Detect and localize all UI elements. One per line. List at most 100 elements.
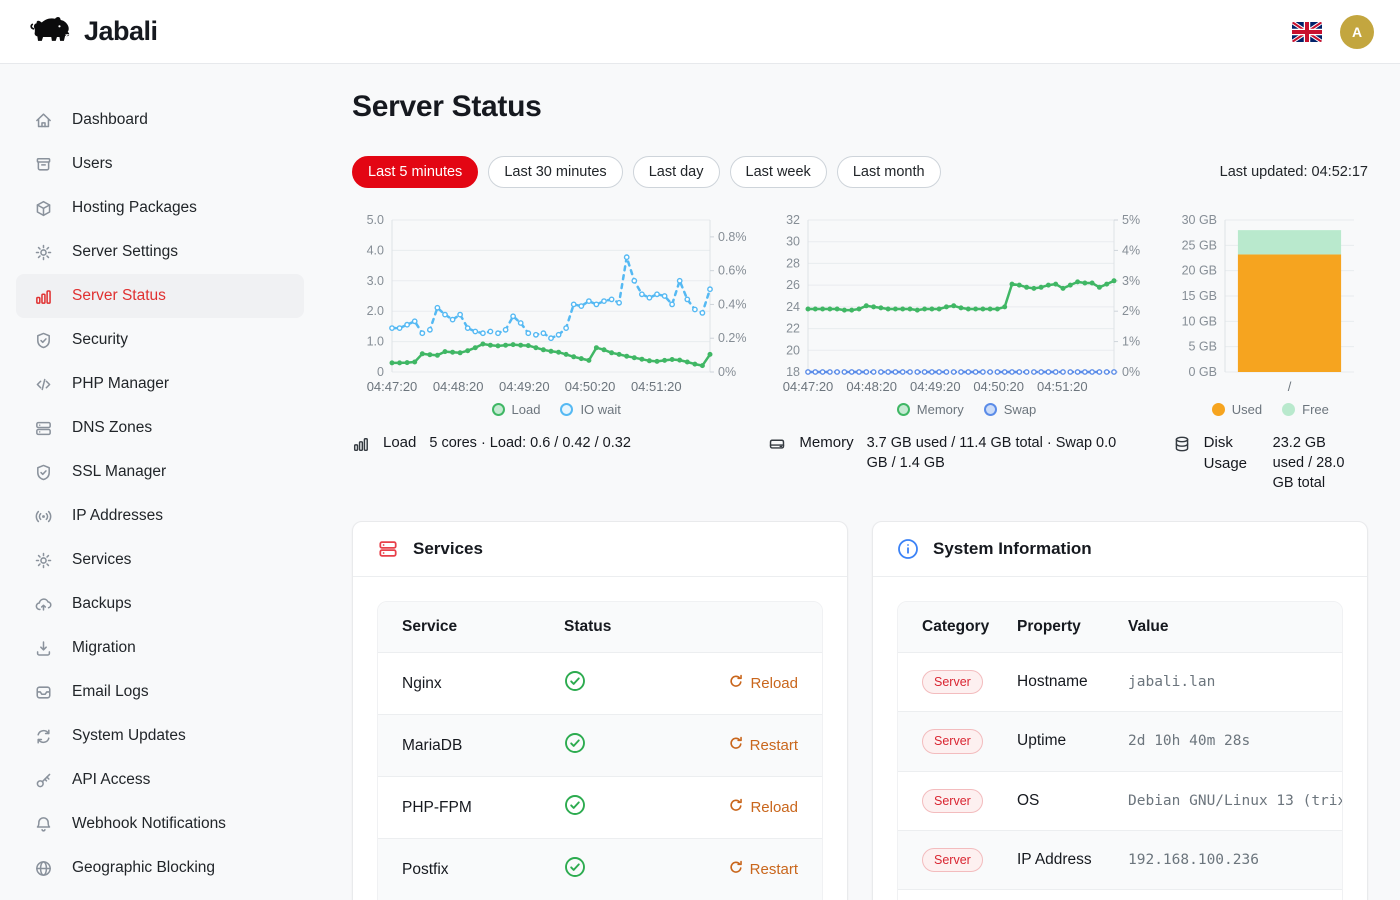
- category-badge: Server: [922, 848, 983, 872]
- category-badge: Server: [922, 789, 983, 813]
- bell-icon: [34, 815, 53, 834]
- svg-text:0 GB: 0 GB: [1188, 365, 1217, 379]
- sidebar-item-dns-zones[interactable]: DNS Zones: [16, 406, 304, 450]
- category-badge: Server: [922, 670, 983, 694]
- memory-stat-label: Memory: [799, 433, 853, 454]
- sidebar-item-geographic-blocking[interactable]: Geographic Blocking: [16, 846, 304, 890]
- column-header-category: Category: [898, 602, 1017, 653]
- server-stack-icon: [377, 538, 399, 560]
- range-button-last-month[interactable]: Last month: [837, 156, 941, 188]
- sidebar-item-services[interactable]: Services: [16, 538, 304, 582]
- check-circle-icon: [564, 732, 586, 754]
- svg-text:30 GB: 30 GB: [1181, 213, 1216, 227]
- svg-text:2%: 2%: [1122, 304, 1140, 318]
- restart-mariadb-button[interactable]: Restart: [729, 736, 798, 754]
- table-header-row: Service Status: [378, 602, 822, 653]
- sidebar-item-label: API Access: [72, 771, 150, 789]
- svg-text:0: 0: [377, 365, 384, 379]
- sidebar-item-label: SSL Manager: [72, 463, 166, 481]
- svg-text:20 GB: 20 GB: [1181, 264, 1216, 278]
- restart-postfix-button[interactable]: Restart: [729, 860, 798, 878]
- sidebar-item-label: Dashboard: [72, 111, 148, 129]
- disk-chart: 0 GB5 GB10 GB15 GB20 GB25 GB30 GB/: [1173, 212, 1368, 398]
- sidebar-item-label: Backups: [72, 595, 131, 613]
- sidebar-item-label: Server Settings: [72, 243, 178, 261]
- sidebar-item-security[interactable]: Security: [16, 318, 304, 362]
- range-button-last-week[interactable]: Last week: [730, 156, 827, 188]
- svg-text:0%: 0%: [718, 365, 736, 379]
- reload-php-fpm-button[interactable]: Reload: [729, 798, 798, 816]
- services-card-header: Services: [353, 522, 847, 577]
- property-name: OS: [1017, 771, 1128, 830]
- disk-chart-block: 0 GB5 GB10 GB15 GB20 GB25 GB30 GB/ UsedF…: [1173, 212, 1368, 417]
- svg-text:30: 30: [787, 235, 801, 249]
- server-stack-icon: [34, 419, 53, 438]
- range-button-last-day[interactable]: Last day: [633, 156, 720, 188]
- sidebar-item-label: Hosting Packages: [72, 199, 197, 217]
- sidebar-item-label: System Updates: [72, 727, 186, 745]
- system-row-ip-address: Server IP Address 192.168.100.236: [898, 830, 1342, 889]
- sidebar-item-email-logs[interactable]: Email Logs: [16, 670, 304, 714]
- sidebar-item-label: Email Logs: [72, 683, 149, 701]
- table-header-row: Category Property Value: [898, 602, 1342, 653]
- system-card-header: System Information: [873, 522, 1367, 577]
- bar-chart-icon: [34, 287, 53, 306]
- svg-text:1.0: 1.0: [367, 335, 384, 349]
- category-badge: Server: [922, 729, 983, 753]
- sidebar-item-label: Server Status: [72, 287, 166, 305]
- svg-text:4.0: 4.0: [367, 243, 384, 257]
- sidebar-item-ip-addresses[interactable]: IP Addresses: [16, 494, 304, 538]
- sidebar-item-hosting-packages[interactable]: Hosting Packages: [16, 186, 304, 230]
- sidebar-item-php-manager[interactable]: PHP Manager: [16, 362, 304, 406]
- sidebar-item-webhook-notifications[interactable]: Webhook Notifications: [16, 802, 304, 846]
- service-row-postfix: Postfix Restart: [378, 839, 822, 900]
- gear-icon: [34, 243, 53, 262]
- uk-flag-icon[interactable]: [1292, 22, 1322, 42]
- avatar[interactable]: A: [1340, 15, 1374, 49]
- svg-text:25 GB: 25 GB: [1181, 238, 1216, 252]
- svg-text:0%: 0%: [1122, 365, 1140, 379]
- sidebar-item-migration[interactable]: Migration: [16, 626, 304, 670]
- load-chart-block: 01.02.03.04.05.00%0.2%0.4%0.6%0.8%04:47:…: [352, 212, 760, 417]
- sidebar-item-server-settings[interactable]: Server Settings: [16, 230, 304, 274]
- sidebar-item-users[interactable]: Users: [16, 142, 304, 186]
- property-name: Uptime: [1017, 712, 1128, 771]
- property-value: 2d 10h 40m 28s: [1128, 733, 1342, 749]
- svg-text:5 GB: 5 GB: [1188, 340, 1217, 354]
- range-button-last-30-minutes[interactable]: Last 30 minutes: [488, 156, 622, 188]
- brand-name: Jabali: [84, 16, 158, 47]
- svg-text:5.0: 5.0: [367, 213, 384, 227]
- sidebar-item-backups[interactable]: Backups: [16, 582, 304, 626]
- package-icon: [34, 199, 53, 218]
- sidebar-item-label: Services: [72, 551, 131, 569]
- column-header-service: Service: [378, 602, 564, 653]
- disk-stat: Disk Usage 23.2 GB used / 28.0 GB total: [1173, 433, 1368, 493]
- main-content: Server Status Last 5 minutes Last 30 min…: [320, 64, 1400, 900]
- sidebar-item-label: Users: [72, 155, 112, 173]
- svg-text:04:51:20: 04:51:20: [631, 379, 682, 394]
- svg-text:04:50:20: 04:50:20: [565, 379, 616, 394]
- check-circle-icon: [564, 794, 586, 816]
- sidebar-item-system-updates[interactable]: System Updates: [16, 714, 304, 758]
- svg-text:0.8%: 0.8%: [718, 230, 747, 244]
- download-icon: [34, 639, 53, 658]
- reload-nginx-button[interactable]: Reload: [729, 674, 798, 692]
- svg-text:28: 28: [787, 256, 801, 270]
- sidebar-item-server-status[interactable]: Server Status: [16, 274, 304, 318]
- refresh-icon: [729, 736, 743, 754]
- memory-chart-legend: MemorySwap: [768, 402, 1164, 417]
- sidebar-item-api-access[interactable]: API Access: [16, 758, 304, 802]
- svg-text:0.6%: 0.6%: [718, 264, 747, 278]
- boar-logo-icon: [26, 14, 74, 50]
- system-information-table: Category Property Value Server Hostname …: [897, 601, 1343, 900]
- range-button-last-5-minutes[interactable]: Last 5 minutes: [352, 156, 478, 188]
- sidebar-item-dashboard[interactable]: Dashboard: [16, 98, 304, 142]
- svg-text:/: /: [1287, 379, 1291, 394]
- system-information-card: System Information Category Property Val…: [872, 521, 1368, 900]
- system-row-uptime: Server Uptime 2d 10h 40m 28s: [898, 712, 1342, 771]
- inbox-icon: [34, 683, 53, 702]
- brand: Jabali: [26, 14, 158, 50]
- sidebar-item-ssl-manager[interactable]: SSL Manager: [16, 450, 304, 494]
- info-icon: [897, 538, 919, 560]
- system-card-title: System Information: [933, 539, 1092, 559]
